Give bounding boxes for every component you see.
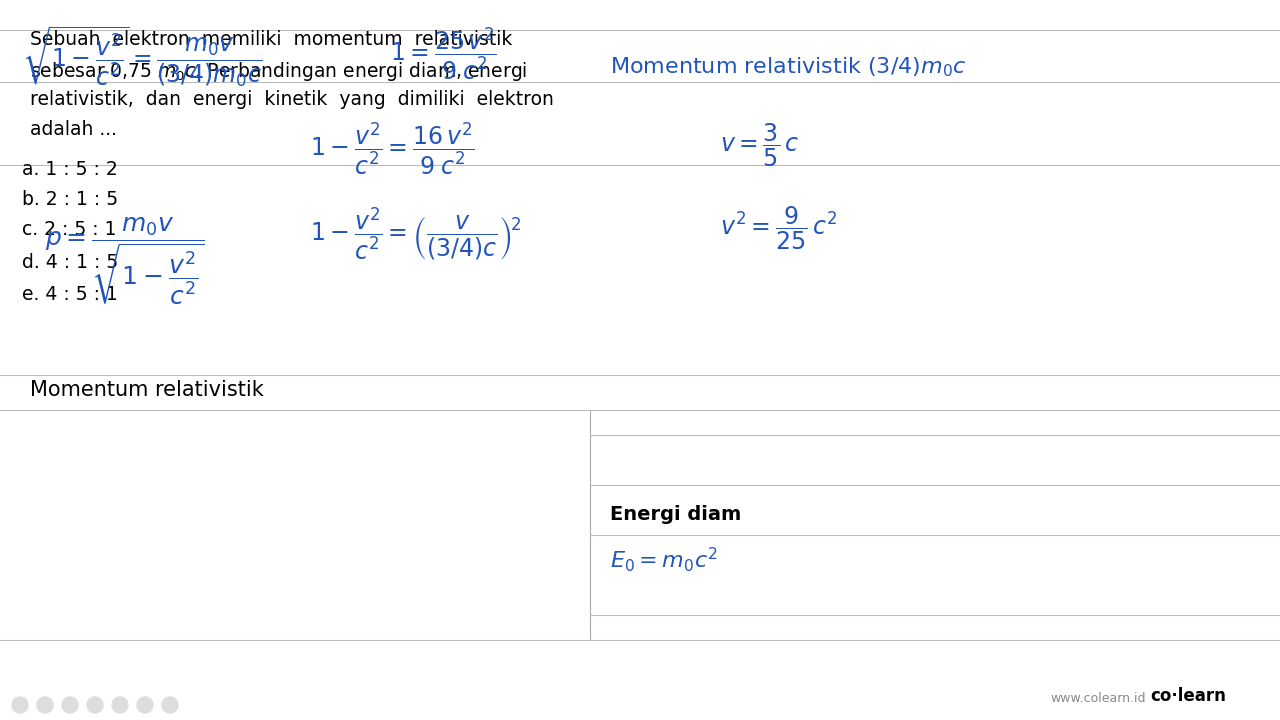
Text: e. 4 : 5 : 1: e. 4 : 5 : 1 [22, 285, 118, 304]
Text: d. 4 : 1 : 5: d. 4 : 1 : 5 [22, 253, 118, 272]
Text: $1 - \dfrac{v^2}{c^2} = \dfrac{16\,v^2}{9\;c^2}$: $1 - \dfrac{v^2}{c^2} = \dfrac{16\,v^2}{… [310, 120, 475, 177]
Text: $1 = \dfrac{25\,v^2}{9\;c^2}$: $1 = \dfrac{25\,v^2}{9\;c^2}$ [390, 25, 497, 82]
Text: Sebuah  elektron  memiliki  momentum  relativistik: Sebuah elektron memiliki momentum relati… [29, 30, 512, 49]
Text: Energi diam: Energi diam [611, 505, 741, 524]
Text: $1 - \dfrac{v^2}{c^2} = \left(\dfrac{v}{(3/4)c}\right)^{\!2}$: $1 - \dfrac{v^2}{c^2} = \left(\dfrac{v}{… [310, 205, 521, 261]
Text: a. 1 : 5 : 2: a. 1 : 5 : 2 [22, 160, 118, 179]
Circle shape [137, 697, 154, 713]
Text: Momentum relativistik: Momentum relativistik [29, 380, 264, 400]
Text: adalah ...: adalah ... [29, 120, 116, 139]
Text: $p = \dfrac{m_0 v}{\sqrt{1 - \dfrac{v^2}{c^2}}}$: $p = \dfrac{m_0 v}{\sqrt{1 - \dfrac{v^2}… [45, 215, 205, 306]
Circle shape [87, 697, 102, 713]
Text: $v = \dfrac{3}{5}\,c$: $v = \dfrac{3}{5}\,c$ [719, 122, 800, 169]
Text: b. 2 : 1 : 5: b. 2 : 1 : 5 [22, 190, 118, 209]
Text: www.colearn.id: www.colearn.id [1050, 692, 1146, 705]
Text: $\sqrt{1 - \dfrac{v^2}{c^2}} = \dfrac{m_0 v}{(3/4)m_0 c}$: $\sqrt{1 - \dfrac{v^2}{c^2}} = \dfrac{m_… [22, 25, 262, 89]
Circle shape [61, 697, 78, 713]
Text: Momentum relativistik $(3/4)m_0c$: Momentum relativistik $(3/4)m_0c$ [611, 55, 966, 78]
Text: relativistik,  dan  energi  kinetik  yang  dimiliki  elektron: relativistik, dan energi kinetik yang di… [29, 90, 554, 109]
Circle shape [163, 697, 178, 713]
Text: $E_0 = m_0c^2$: $E_0 = m_0c^2$ [611, 545, 718, 574]
Text: $v^2 = \dfrac{9}{25}\,c^2$: $v^2 = \dfrac{9}{25}\,c^2$ [719, 205, 837, 253]
Circle shape [12, 697, 28, 713]
Circle shape [37, 697, 52, 713]
Text: c. 2 : 5 : 1: c. 2 : 5 : 1 [22, 220, 116, 239]
Text: co·learn: co·learn [1149, 687, 1226, 705]
Text: sebesar 0,75 $m_0c$. Perbandingan energi diam, energi: sebesar 0,75 $m_0c$. Perbandingan energi… [29, 60, 527, 83]
Circle shape [113, 697, 128, 713]
